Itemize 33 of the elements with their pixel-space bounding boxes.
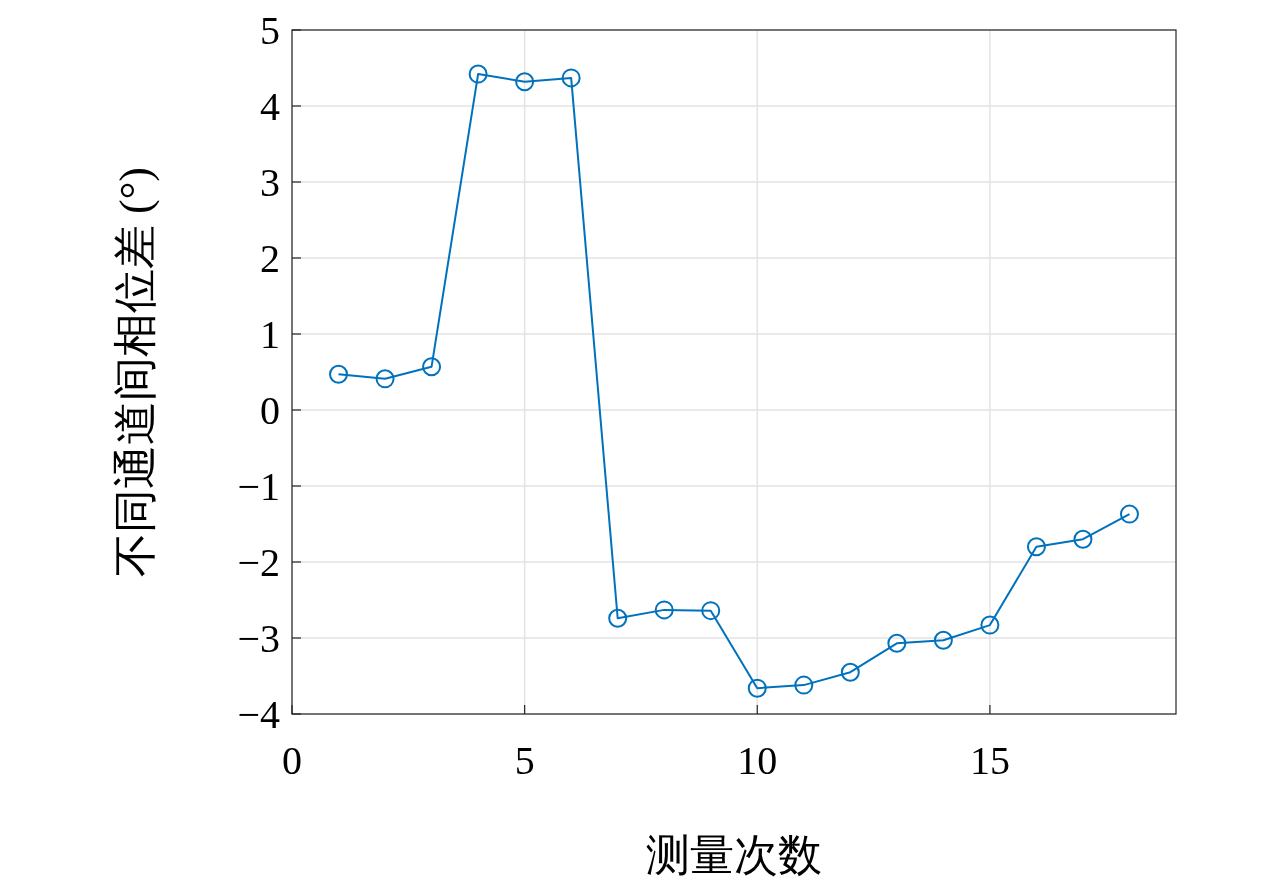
x-axis-title: 测量次数 [646,831,822,880]
point [608,608,628,628]
y-tick-label: −3 [237,616,280,661]
x-tick-label: 10 [737,738,778,783]
y-tick-label: −2 [237,540,280,585]
point [1119,504,1139,524]
y-tick-label: 4 [260,84,280,129]
point [468,64,488,84]
point [840,662,860,682]
x-tick-label: 5 [514,738,535,783]
y-tick-label: 2 [260,236,280,281]
y-tick-label: 0 [260,388,280,433]
point [375,369,395,389]
point [794,675,814,695]
point [887,633,907,653]
y-tick-label: 1 [260,312,280,357]
y-tick-label: −1 [237,464,280,509]
point [747,678,767,698]
point [422,357,442,377]
point [515,72,535,92]
x-tick-label: 15 [969,738,1010,783]
point [654,600,674,620]
y-tick-label: 5 [260,8,280,53]
point [329,364,349,384]
point [701,601,721,621]
point [1026,537,1046,557]
point [561,68,581,88]
y-tick-label: −4 [237,692,280,737]
y-tick-label: 3 [260,160,280,205]
y-axis-title: 不同通道间相位差 (°) [111,167,160,577]
point [980,615,1000,635]
point [1073,529,1093,549]
point [933,630,953,650]
